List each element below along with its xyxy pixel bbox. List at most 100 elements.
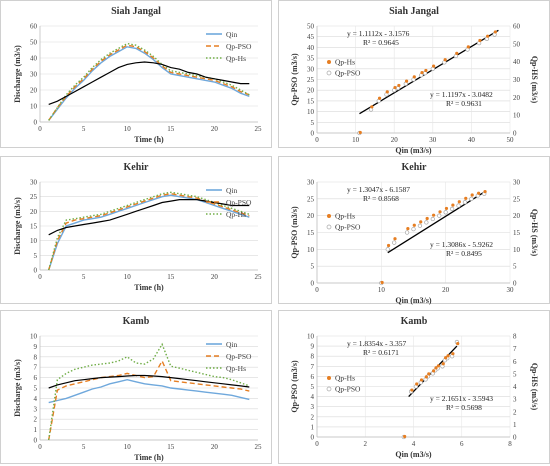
y-tick-label: 35 [307,55,315,63]
y-tick-label: 20 [307,87,315,95]
y-tick-label: 50 [30,39,38,47]
point-qp-hs [455,51,459,55]
y-tick-label: 10 [30,237,38,245]
y2-axis-label: Qp-HS (m3/s) [530,363,539,411]
point-qp-hs [444,356,448,360]
y-tick-label: 5 [311,263,315,271]
series-line-qin [48,194,250,271]
y2-tick-label: 0 [513,280,517,288]
y-tick-label: 20 [307,212,315,220]
legend-label: Qp-Hs [226,364,246,373]
point-qp-hs [493,30,497,34]
r-squared-2: R² = 0.8495 [446,249,482,258]
y-tick-label: 9 [34,343,38,351]
y-tick-label: 15 [30,223,38,231]
series-line-qin [48,378,250,404]
x-tick-label: 25 [255,125,263,133]
point-qp-hs [393,237,397,241]
y2-tick-label: 2 [513,408,517,416]
y2-tick-label: 7 [513,345,517,353]
x-tick-label: 6 [460,440,464,448]
chart-panel-3: Kehir 0 5 10 15 20 25 30 0 5 10 15 20 25 Time (h) Disch… [0,156,272,304]
x-axis-label: Time (h) [134,283,164,292]
y2-tick-label: 3 [513,396,517,404]
point-qp-hs [419,378,424,382]
legend-label: Qin [226,340,238,349]
y-tick-label: 15 [307,97,315,105]
legend-marker-qp-hs [327,376,331,380]
point-qp-hs [412,75,416,79]
y-tick-label: 5 [34,385,38,393]
y-tick-label: 15 [307,229,315,237]
series-line-unnamed [48,61,250,105]
point-qp-hs [456,341,460,346]
x-tick-label: 25 [255,443,263,451]
point-qp-hs [486,34,490,38]
point-qp-hs [386,243,391,248]
y-tick-label: 25 [307,195,315,203]
legend-label: Qp-PSO [226,198,252,207]
x-tick-label: 2 [364,440,368,448]
point-qp-pso [469,196,474,201]
y-tick-label: 10 [30,103,38,111]
y-tick-label: 4 [34,395,38,403]
equation-2: y = 2.1651x - 3.5943 [430,394,493,403]
y-tick-label: 3 [311,403,315,411]
x-axis-label: Qin (m3/s) [395,296,432,305]
y-tick-label: 0 [311,280,315,288]
y2-tick-label: 30 [513,179,521,187]
y-tick-label: 0 [34,437,38,445]
x-tick-label: 0 [315,440,319,448]
point-qp-hs [385,90,389,94]
chart-frame [278,0,550,148]
chart-panel-5: Kamb 0 1 2 3 4 5 6 7 8 9 10 0 5 10 15 20 25 Time (h) Discha… [0,310,272,464]
point-qp-hs [397,83,401,88]
point-qp-pso [424,220,429,225]
legend-label: Qin [226,30,238,39]
point-qp-pso [417,223,423,228]
equation-2: y = 1.1197x - 3.0482 [430,90,493,99]
chart-frame [0,156,272,304]
y-axis-label: Qp-PSO (m3/s) [290,53,299,106]
legend-label: Qp-Hs [335,374,355,383]
legend-marker-qp-pso [326,386,332,392]
y-tick-label: 60 [30,23,38,31]
x-tick-label: 30 [429,136,437,144]
point-qp-pso [456,203,461,208]
point-qp-hs [424,375,428,379]
y-tick-label: 40 [307,44,315,52]
legend-label: Qp-Hs [226,54,246,63]
y-tick-label: 9 [311,343,315,351]
point-qp-hs [406,227,410,231]
x-tick-label: 15 [167,273,175,281]
y-tick-label: 5 [311,119,315,127]
point-qp-hs [419,220,423,224]
x-tick-label: 20 [391,136,399,144]
legend-marker-qp-pso [326,70,332,76]
point-qp-pso [449,206,455,212]
point-qp-hs [444,206,449,211]
point-qp-hs [434,366,438,370]
x-tick-label: 20 [211,273,219,281]
trendline [359,29,499,115]
y2-axis-label: Qp-HS (m3/s) [530,56,539,104]
y-tick-label: 0 [311,130,315,138]
point-qp-hs [470,193,474,197]
y2-tick-label: 30 [513,76,521,84]
point-qp-hs [478,38,482,43]
y2-tick-label: 0 [513,130,517,138]
x-tick-label: 20 [211,125,219,133]
x-tick-label: 30 [507,286,515,294]
x-axis-label: Time (h) [134,453,164,462]
point-qp-pso [385,247,390,252]
x-tick-label: 0 [315,286,319,294]
equation-1: y = 1.8354x - 3.357 [347,339,406,348]
point-qp-hs [432,369,436,373]
y-tick-label: 5 [34,252,38,260]
legend-label: Qp-PSO [335,223,361,232]
legend-label: Qp-PSO [335,69,361,78]
y-tick-label: 1 [34,426,38,434]
chart-title: Kamb [401,316,428,327]
